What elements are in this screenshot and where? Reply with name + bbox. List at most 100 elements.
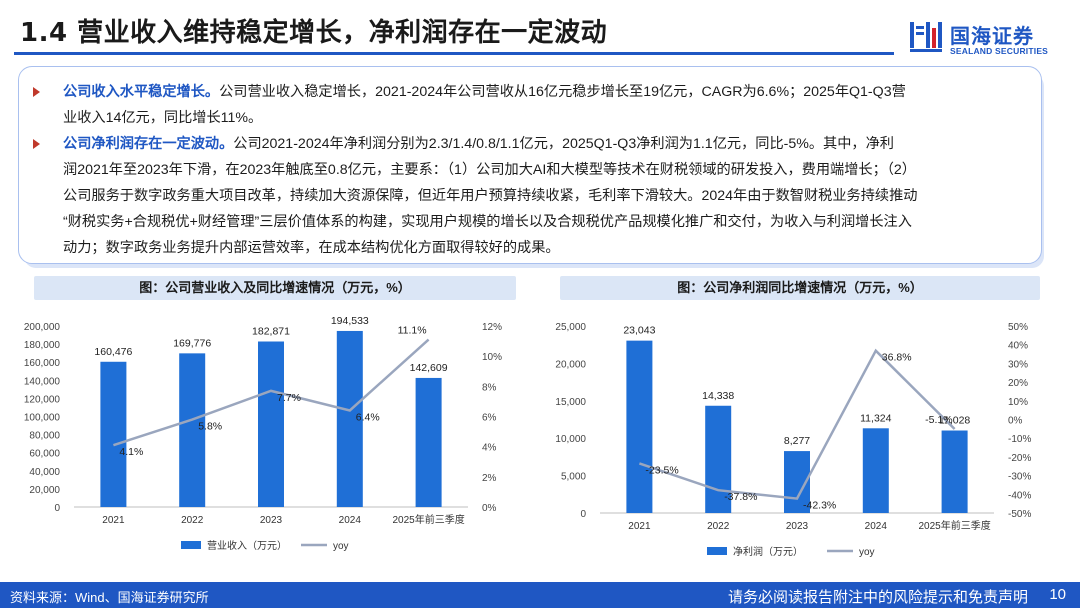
source-note: 资料来源：Wind、国海证券研究所 (10, 590, 209, 605)
profit-chart-svg: 0 5,000 10,000 15,000 20,000 25,000 -50% -40% -3… (555, 322, 1031, 558)
profit-line-4: “财税实务+合规税优+财经管理”三层价值体系的构建，实现用户规模的增长以及合规税… (63, 214, 912, 230)
y2-tick-label: -20% (1008, 453, 1031, 464)
x-tick-label: 2022 (707, 521, 730, 532)
summary-box: 公司收入水平稳定增长。公司营业收入稳定增长，2021-2024年公司营收从16亿… (18, 66, 1042, 264)
footer-bar: 资料来源：Wind、国海证券研究所 请务必阅读报告附注中的风险提示和免责声明 1… (0, 582, 1080, 608)
profit-chart: 0 5,000 10,000 15,000 20,000 25,000 -50% -40% -3… (546, 310, 1066, 577)
yoy-value-label: -5.1% (925, 414, 952, 426)
bar (705, 405, 732, 513)
y-tick-label: 20,000 (555, 359, 586, 370)
yoy-value-label: 7.7% (277, 392, 301, 404)
bar (336, 330, 363, 507)
brand-logo: 国海证券 SEALAND SECURITIES (908, 18, 1058, 60)
y2-tick-label: 20% (1008, 378, 1028, 389)
legend-bar-label: 营业收入（万元） (207, 539, 287, 552)
bar-value-label: 160,476 (94, 346, 132, 358)
yoy-value-label: -23.5% (645, 464, 678, 476)
x-tick-label: 2023 (260, 515, 283, 526)
yoy-value-label: 4.1% (119, 446, 143, 458)
yoy-line (638, 348, 956, 500)
y-tick-label: 80,000 (29, 431, 60, 442)
x-tick-label: 2022 (181, 515, 204, 526)
y-tick-label: 25,000 (555, 322, 586, 333)
bar-value-label: 194,533 (331, 315, 369, 327)
x-tick-label: 2024 (339, 515, 362, 526)
x-tick-label: 2021 (628, 521, 651, 532)
x-tick-label: 2025年前三季度 (392, 513, 464, 526)
yoy-value-label: -37.8% (724, 491, 757, 503)
revenue-line-1: 公司营业收入稳定增长，2021-2024年公司营收从16亿元稳步增长至19亿元，… (219, 84, 906, 100)
bar-value-label: 8,277 (784, 435, 810, 447)
bar-value-label: 142,609 (410, 362, 448, 374)
y-tick-label: 5,000 (561, 472, 586, 483)
y2-tick-label: 40% (1008, 341, 1028, 352)
y-tick-label: 160,000 (24, 358, 61, 369)
y-tick-label: 20,000 (29, 485, 60, 496)
y-tick-label: 0 (54, 503, 60, 514)
y2-tick-label: 12% (482, 322, 502, 333)
revenue-chart-caption: 图：公司营业收入及同比增速情况（万元，%） (34, 276, 516, 300)
disclaimer-note: 请务必阅读报告附注中的风险提示和免责声明 (727, 589, 1028, 606)
y-tick-label: 15,000 (555, 397, 586, 408)
profit-chart-caption: 图：公司净利润同比增速情况（万元，%） (560, 276, 1040, 300)
y-tick-label: 180,000 (24, 340, 61, 351)
summary-paragraph-profit: 公司净利润存在一定波动。公司2021-2024年净利润分别为2.3/1.4/0.… (33, 131, 1033, 261)
profit-highlight: 公司净利润存在一定波动。 (63, 136, 234, 152)
y2-tick-label: 0% (1008, 416, 1023, 427)
profit-line-2: 润2021年至2023年下滑，在2023年触底至0.8亿元，主要系：（1）公司加… (63, 162, 916, 178)
legend-line-label: yoy (333, 541, 349, 552)
profit-line-5: 动力；数字政务业务提升内部运营效率，在成本结构优化方面取得较好的成果。 (63, 240, 560, 256)
bar-value-label: 11,028 (939, 415, 970, 427)
bar (862, 428, 889, 513)
bar-value-label: 14,338 (702, 390, 734, 402)
bar (626, 340, 653, 513)
page-title: 1.4 营业收入维持稳定增长，净利润存在一定波动 (20, 18, 608, 48)
bar (258, 341, 284, 507)
y2-tick-label: 6% (482, 413, 497, 424)
bar (100, 361, 127, 507)
yoy-value-label: -42.3% (803, 500, 836, 512)
legend-bar-swatch (707, 547, 727, 555)
y-tick-label: 0 (580, 509, 586, 520)
bar (179, 353, 206, 507)
y-tick-label: 10,000 (555, 434, 586, 445)
yoy-value-label: 6.4% (356, 411, 380, 423)
yoy-value-label: 5.8% (198, 421, 222, 433)
y-tick-label: 100,000 (24, 413, 61, 424)
legend-bar-swatch (181, 541, 201, 549)
x-tick-label: 2024 (865, 521, 888, 532)
diamond-bullet-icon (33, 87, 40, 97)
yoy-line (113, 338, 430, 447)
revenue-line-2: 业收入14亿元，同比增长11%。 (63, 110, 263, 126)
y2-tick-label: -40% (1008, 490, 1031, 501)
bar (415, 377, 442, 507)
sealand-logo-icon (910, 22, 942, 52)
y2-tick-label: 4% (482, 443, 497, 454)
bar-value-label: 169,776 (173, 337, 211, 349)
bar (941, 430, 968, 513)
profit-line-3: 公司服务于数字政务重大项目改革，持续加大资源保障，但近年用户预算持续收紧，毛利率… (63, 188, 918, 204)
logo-en-text: SEALAND SECURITIES (950, 46, 1049, 56)
y2-tick-label: 30% (1008, 359, 1028, 370)
y2-tick-label: 0% (482, 503, 497, 514)
profit-line-1: 公司2021-2024年净利润分别为2.3/1.4/0.8/1.1亿元，2025… (233, 136, 894, 152)
bar-value-label: 182,871 (252, 326, 290, 338)
page-number: 10 (1049, 586, 1066, 603)
y2-tick-label: -30% (1008, 472, 1031, 483)
y-tick-label: 200,000 (24, 322, 61, 333)
x-tick-label: 2025年前三季度 (918, 519, 990, 532)
y2-tick-label: 2% (482, 473, 497, 484)
yoy-value-label: 36.8% (882, 352, 912, 364)
y-tick-label: 60,000 (29, 449, 60, 460)
y2-tick-label: 10% (1008, 397, 1028, 408)
x-tick-label: 2021 (102, 515, 125, 526)
y-tick-label: 120,000 (24, 394, 61, 405)
revenue-chart-svg: 0 20,000 40,000 60,000 80,000 100,000 120,000 1… (24, 315, 502, 552)
revenue-chart: 0 20,000 40,000 60,000 80,000 100,000 120,000 1… (18, 310, 538, 577)
legend-line-label: yoy (859, 547, 875, 558)
bar-value-label: 11,324 (860, 412, 891, 424)
legend-bar-label: 净利润（万元） (733, 545, 803, 558)
bar-value-label: 23,043 (623, 325, 655, 337)
y2-tick-label: 10% (482, 352, 502, 363)
revenue-highlight: 公司收入水平稳定增长。 (63, 84, 220, 100)
